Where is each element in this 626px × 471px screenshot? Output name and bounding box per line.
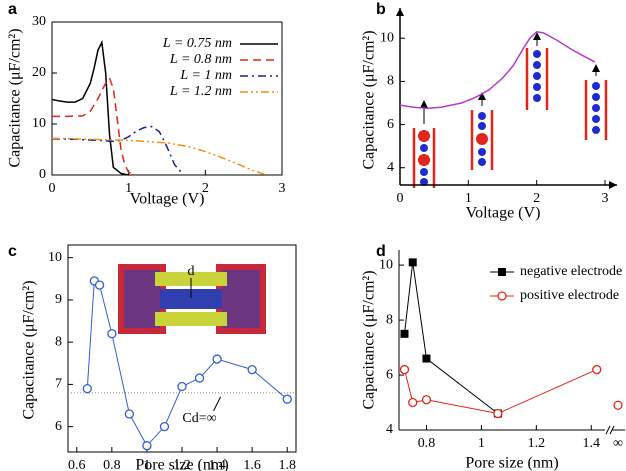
x-tick-label: 3 (602, 191, 609, 206)
axis-arrow (396, 8, 404, 16)
data-point (400, 329, 409, 338)
x-tick-label: 2 (202, 181, 209, 196)
data-point (212, 354, 222, 364)
x-tick-label: 1.2 (528, 436, 546, 451)
y-tick-label: 4 (387, 160, 394, 175)
data-point (124, 409, 135, 419)
data-point (421, 395, 432, 405)
data-point (82, 383, 92, 394)
x-axis-label: Voltage (V) (466, 205, 541, 222)
x-tick-label: 1 (465, 191, 472, 206)
series-line (399, 30, 596, 110)
data-point (422, 354, 431, 363)
data-point (399, 364, 410, 375)
y-axis-label: Capacitance (μF/cm²) (361, 270, 378, 409)
x-tick-label: 1 (125, 181, 132, 196)
x-axis-label: Pore size (nm) (135, 457, 228, 471)
y-tick-label: 6 (387, 117, 394, 132)
x-tick-label: 2 (533, 191, 540, 206)
legend-label: L = 1 nm (179, 68, 232, 83)
x-tick-label: 1 (478, 436, 485, 451)
reference-arrow (213, 396, 222, 412)
x-tick-label: 0 (49, 181, 56, 196)
y-tick-label: 6 (386, 367, 393, 382)
x-break-label: ∞ (613, 436, 623, 451)
panel-label: c (8, 243, 17, 260)
x-tick-label: 0.8 (418, 436, 436, 451)
inset-label: d (188, 264, 195, 279)
data-point (159, 422, 170, 432)
y-tick-label: 8 (387, 74, 394, 89)
x-tick-label: 0.8 (103, 458, 121, 471)
ion-schematics (412, 32, 608, 188)
y-tick-label: 10 (379, 257, 393, 272)
legend-label: L = 1.2 nm (169, 84, 232, 99)
y-axis-label: Capacitance (μF/cm²) (361, 30, 378, 169)
y-tick-label: 10 (32, 116, 46, 131)
data-point (408, 397, 418, 408)
x-tick-label: 0 (397, 191, 404, 206)
legend-label: L = 0.75 nm (162, 36, 232, 51)
y-tick-label: 7 (55, 377, 62, 392)
y-tick-label: 4 (386, 422, 393, 437)
data-point (408, 258, 417, 267)
data-point (107, 329, 117, 339)
series-line (51, 39, 129, 176)
data-point (493, 408, 503, 419)
data-point (592, 364, 602, 375)
data-point (177, 381, 187, 392)
data-point (142, 441, 152, 451)
legend-marker (497, 291, 507, 301)
legend-label: positive electrode (520, 288, 619, 303)
x-tick-label: 1.4 (583, 436, 601, 451)
y-tick-label: 10 (380, 30, 394, 45)
y-tick-label: 20 (32, 65, 46, 80)
axis-break (605, 425, 611, 435)
y-tick-label: 8 (386, 312, 393, 327)
bulk-point (613, 400, 623, 410)
x-tick-label: 1.6 (243, 458, 261, 471)
legend-marker (498, 268, 506, 276)
x-tick-label: 3 (279, 181, 286, 196)
series-line (52, 76, 137, 176)
panel-label: b (376, 1, 386, 18)
y-tick-label: 8 (55, 334, 62, 349)
x-axis-label: Voltage (V) (130, 191, 205, 208)
y-tick-label: 30 (32, 14, 46, 29)
pore-inset (118, 264, 266, 334)
data-point (194, 373, 205, 383)
legend-label: L = 0.8 nm (169, 52, 232, 67)
y-tick-label: 6 (55, 419, 62, 434)
data-point (94, 280, 105, 290)
series-line (404, 369, 597, 415)
y-tick-label: 9 (55, 292, 62, 307)
x-axis-label: Pore size (nm) (465, 455, 558, 471)
series-line (51, 125, 183, 174)
x-tick-label: 1.2 (173, 458, 191, 471)
y-axis-label: Capacitance (μF/cm²) (7, 28, 24, 167)
axis-arrow (609, 181, 617, 189)
y-axis-label: Capacitance (μF/cm²) (21, 280, 38, 419)
x-tick-label: 1.8 (278, 458, 296, 471)
x-tick-label: 1 (143, 458, 150, 471)
data-point (247, 364, 257, 375)
y-tick-label: 10 (48, 250, 62, 265)
plot-frame (51, 21, 283, 176)
reference-label: Cd=∞ (182, 411, 216, 426)
x-tick-label: 0.6 (68, 458, 86, 471)
legend-label: negative electrode (520, 264, 622, 279)
data-point (282, 394, 292, 404)
y-tick-label: 0 (39, 167, 46, 182)
x-tick-label: 1.4 (208, 458, 226, 471)
series-line (51, 137, 267, 176)
panel-label: a (8, 1, 17, 18)
series-line (403, 262, 499, 414)
panel-label: d (376, 243, 386, 260)
